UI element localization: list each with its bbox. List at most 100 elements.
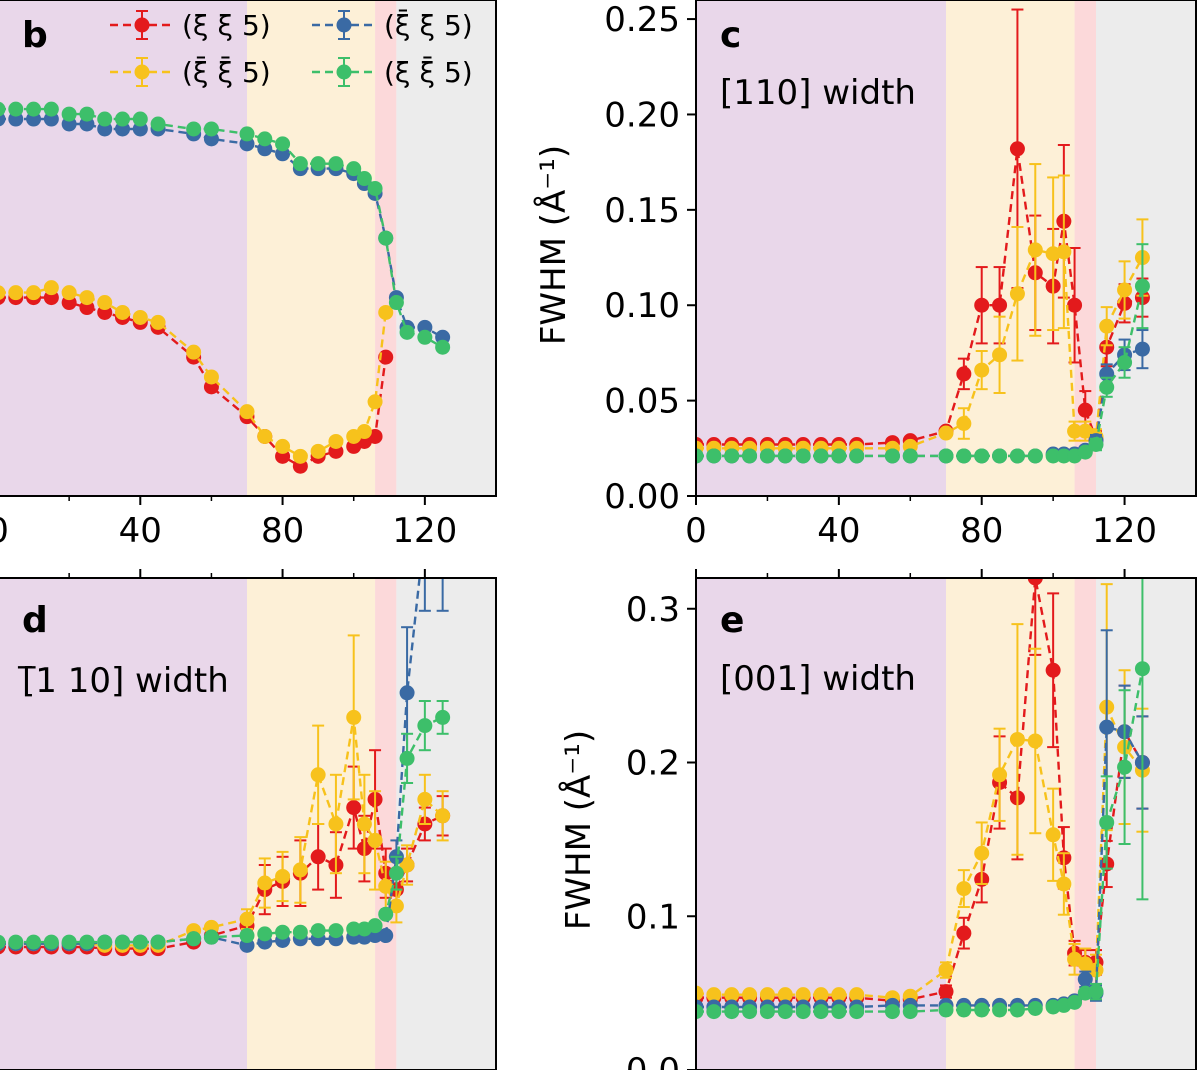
data-point-b-1-5 bbox=[79, 290, 95, 306]
data-point-d-3-8 bbox=[132, 934, 148, 950]
y-tick-label-e-3: 0.3 bbox=[626, 590, 680, 630]
data-point-c-0-21 bbox=[1077, 402, 1093, 418]
data-point-e-1-9 bbox=[849, 987, 865, 1003]
data-point-c-1-23 bbox=[1099, 318, 1115, 334]
data-point-e-2-21 bbox=[1077, 971, 1093, 987]
y-tick-label-e-1: 0.1 bbox=[626, 897, 680, 937]
series-line-b-1 bbox=[0, 286, 387, 458]
phase-band-d-2 bbox=[375, 578, 397, 1070]
data-point-c-3-24 bbox=[1117, 354, 1133, 370]
data-point-b-3-11 bbox=[203, 121, 219, 137]
data-point-b-3-18 bbox=[346, 161, 362, 177]
axes-d bbox=[0, 569, 497, 1070]
y-tick-label-c-1: 0.05 bbox=[604, 382, 680, 422]
data-point-e-1-12 bbox=[938, 962, 954, 978]
data-point-c-1-20 bbox=[1067, 423, 1083, 439]
data-point-e-3-23 bbox=[1099, 814, 1115, 830]
data-point-b-3-13 bbox=[257, 131, 273, 147]
data-point-b-3-20 bbox=[367, 180, 383, 196]
data-point-e-1-5 bbox=[777, 987, 793, 1003]
data-point-c-1-14 bbox=[974, 362, 990, 378]
data-point-e-3-10 bbox=[884, 1004, 900, 1020]
x-tick-label-b-2: 80 bbox=[261, 511, 304, 551]
data-point-b-1-11 bbox=[203, 369, 219, 385]
legend-marker-3 bbox=[336, 64, 352, 80]
series-line-e-1 bbox=[696, 706, 1144, 999]
x-tick-label-c-3: 120 bbox=[1092, 511, 1157, 551]
phase-band-d-3 bbox=[396, 578, 496, 1070]
data-point-b-3-7 bbox=[115, 111, 130, 127]
data-point-b-1-15 bbox=[292, 448, 308, 464]
y-axis-label-c: FWHM (Å⁻¹) bbox=[533, 145, 574, 345]
y-tick-label-e-0: 0.0 bbox=[626, 1051, 680, 1070]
data-point-b-1-20 bbox=[367, 394, 383, 410]
data-point-c-3-3 bbox=[742, 448, 758, 464]
data-point-d-3-16 bbox=[310, 923, 326, 939]
data-point-b-1-12 bbox=[239, 404, 255, 420]
data-point-e-1-17 bbox=[1027, 733, 1043, 749]
data-point-e-1-0 bbox=[696, 985, 704, 1001]
data-point-d-1-25 bbox=[435, 808, 451, 824]
data-point-e-3-2 bbox=[724, 1004, 740, 1020]
data-point-b-3-24 bbox=[417, 329, 433, 345]
data-point-e-1-8 bbox=[831, 987, 847, 1003]
data-point-b-1-8 bbox=[132, 309, 148, 325]
data-point-c-3-17 bbox=[1027, 448, 1043, 464]
data-point-d-1-20 bbox=[367, 832, 383, 848]
data-point-d-3-14 bbox=[275, 924, 291, 940]
plot-frame-c bbox=[695, 0, 1197, 497]
legend: (ξ ξ 5) (ξ̄ ξ̄ 5) (ξ̄ ξ 5) (ξ ξ̄ 5) bbox=[110, 8, 473, 89]
data-point-d-3-11 bbox=[203, 929, 219, 945]
phase-bands-d bbox=[0, 578, 496, 1070]
data-point-e-1-2 bbox=[724, 987, 740, 1003]
data-point-e-3-5 bbox=[777, 1004, 793, 1020]
data-point-d-1-12 bbox=[239, 911, 255, 927]
data-point-b-1-21 bbox=[378, 304, 394, 320]
data-point-b-3-19 bbox=[356, 171, 372, 187]
data-point-e-3-24 bbox=[1117, 759, 1133, 775]
data-point-c-1-16 bbox=[1009, 286, 1025, 302]
data-point-d-0-18 bbox=[346, 800, 362, 816]
phase-band-b-1 bbox=[247, 0, 376, 496]
panel-c: 0 40 80 120 0.00 0.05 0.10 0.15 0.20 0.25 c [110]… bbox=[533, 0, 1197, 551]
data-point-d-3-18 bbox=[346, 921, 362, 937]
data-point-d-1-16 bbox=[310, 767, 326, 783]
plot-frame-b bbox=[0, 0, 497, 497]
y-tick-label-c-2: 0.10 bbox=[604, 286, 680, 326]
y-tick-label-c-3: 0.15 bbox=[604, 191, 680, 231]
data-point-e-2-23 bbox=[1099, 719, 1115, 735]
data-point-c-3-9 bbox=[849, 448, 865, 464]
data-point-e-3-16 bbox=[1009, 1002, 1025, 1018]
panel-title-c: [110] width bbox=[720, 73, 916, 113]
data-point-c-3-8 bbox=[831, 448, 847, 464]
data-point-d-2-23 bbox=[399, 685, 415, 701]
data-point-d-3-0 bbox=[0, 934, 6, 950]
x-tick-label-c-0: 0 bbox=[685, 511, 707, 551]
x-tick-label-c-2: 80 bbox=[960, 511, 1003, 551]
data-point-b-1-19 bbox=[356, 424, 372, 440]
phase-band-b-3 bbox=[396, 0, 496, 496]
data-point-c-1-19 bbox=[1056, 244, 1072, 260]
plot-frame-d bbox=[0, 577, 497, 1070]
data-point-c-2-25 bbox=[1134, 341, 1150, 357]
data-point-b-1-13 bbox=[257, 428, 273, 444]
data-point-e-3-14 bbox=[974, 1002, 990, 1018]
legend-label-0: (ξ ξ 5) bbox=[182, 9, 271, 42]
data-point-b-3-17 bbox=[328, 156, 344, 172]
phase-band-c-3 bbox=[1096, 0, 1196, 496]
data-point-b-3-3 bbox=[43, 101, 59, 117]
data-point-b-1-2 bbox=[26, 285, 42, 301]
data-point-b-3-25 bbox=[435, 339, 451, 355]
data-point-b-3-10 bbox=[186, 121, 202, 137]
data-point-e-0-18 bbox=[1045, 662, 1061, 678]
phase-band-d-0 bbox=[0, 578, 247, 1070]
panel-title-e: [001] width bbox=[720, 659, 916, 699]
data-point-e-1-1 bbox=[706, 987, 722, 1003]
panel-letter-d: d bbox=[22, 600, 48, 641]
y-axis-label-e: FWHM (Å⁻¹) bbox=[558, 730, 599, 930]
data-point-d-3-15 bbox=[292, 924, 308, 940]
data-point-b-3-5 bbox=[79, 106, 95, 122]
data-point-e-1-19 bbox=[1056, 876, 1072, 892]
data-point-e-1-16 bbox=[1009, 731, 1025, 747]
phase-band-d-1 bbox=[247, 578, 376, 1070]
